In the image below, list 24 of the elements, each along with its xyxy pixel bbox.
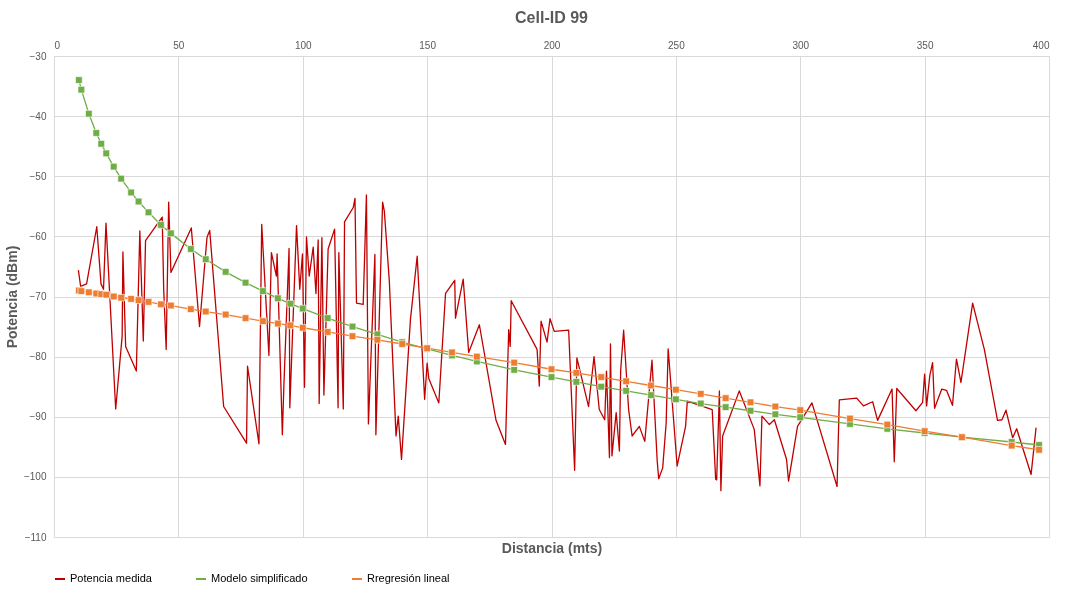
y-tick-label: −40 [29,110,47,122]
x-tick-label: 0 [54,39,61,51]
y-tick-label: −100 [23,471,47,483]
x-tick-label: 350 [916,39,934,51]
x-tick-label: 100 [294,39,313,51]
y-axis-title: Potencia (dBm) [3,245,20,349]
legend-label: Potencia medida [70,572,153,584]
chart-title: Cell-ID 99 [515,9,589,26]
x-tick-label: 150 [419,39,437,51]
y-tick-label: −70 [29,291,47,302]
y-tick-label: −110 [24,531,47,543]
x-tick-label: 200 [543,39,561,51]
y-tick-label: −60 [29,230,47,242]
x-tick-label: 50 [173,39,185,51]
y-tick-label: −50 [29,170,47,182]
y-tick-label: −90 [29,411,47,423]
legend-label: Modelo simplificado [211,572,308,584]
x-tick-label: 250 [668,39,686,51]
x-tick-label: 400 [1032,39,1050,51]
x-tick-label: 300 [792,39,810,51]
legend-label: Rregresión lineal [367,572,450,584]
y-tick-label: −30 [29,50,47,62]
x-axis-title: Distancia (mts) [501,539,603,556]
y-tick-label: −80 [29,351,47,363]
